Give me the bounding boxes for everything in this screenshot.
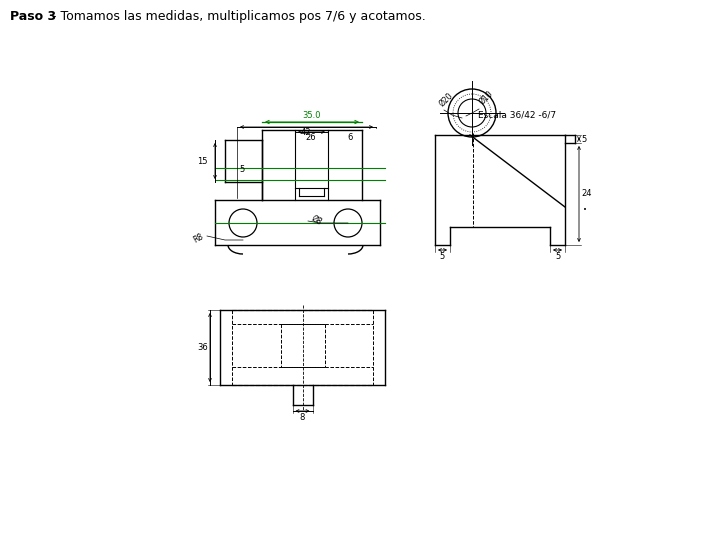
Text: Ø8: Ø8 — [310, 213, 324, 227]
Text: 8: 8 — [300, 413, 305, 422]
Text: 15: 15 — [197, 157, 208, 165]
Text: R8: R8 — [192, 232, 205, 245]
Text: 5: 5 — [440, 252, 445, 261]
Text: 36: 36 — [197, 343, 208, 352]
Text: Ø20: Ø20 — [438, 91, 455, 108]
Text: 26: 26 — [306, 133, 316, 142]
Text: 42: 42 — [301, 128, 311, 137]
Text: 35.0: 35.0 — [302, 111, 321, 120]
Text: 5: 5 — [239, 165, 245, 174]
Text: 5: 5 — [555, 252, 560, 261]
Text: Ø10: Ø10 — [478, 89, 495, 106]
Text: Paso 3: Paso 3 — [10, 10, 56, 23]
Text: Escala 36/42 -6/7: Escala 36/42 -6/7 — [478, 110, 556, 119]
Text: •: • — [583, 207, 587, 213]
Text: .- Tomamos las medidas, multiplicamos pos 7/6 y acotamos.: .- Tomamos las medidas, multiplicamos po… — [48, 10, 426, 23]
Text: 6: 6 — [347, 133, 353, 142]
Text: 24: 24 — [581, 190, 592, 199]
Text: 5: 5 — [581, 134, 586, 144]
